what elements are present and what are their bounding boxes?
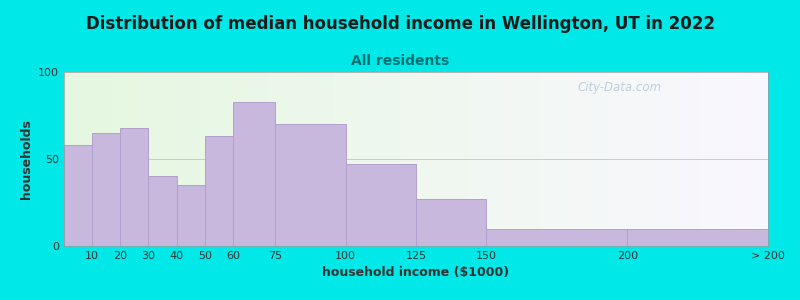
Bar (64, 145, 92, 246)
Bar (233, 102, 275, 246)
Bar (416, 199, 486, 246)
Bar (275, 124, 346, 246)
Bar (149, 176, 177, 246)
Bar (346, 164, 416, 246)
Text: All residents: All residents (351, 54, 449, 68)
Bar (627, 229, 768, 246)
X-axis label: household income ($1000): household income ($1000) (322, 266, 510, 279)
Y-axis label: households: households (19, 119, 33, 199)
Bar (92, 133, 120, 246)
Text: City-Data.com: City-Data.com (578, 81, 662, 94)
Bar (205, 136, 233, 246)
Text: Distribution of median household income in Wellington, UT in 2022: Distribution of median household income … (86, 15, 714, 33)
Bar (486, 229, 627, 246)
Bar (177, 185, 205, 246)
Bar (120, 128, 149, 246)
